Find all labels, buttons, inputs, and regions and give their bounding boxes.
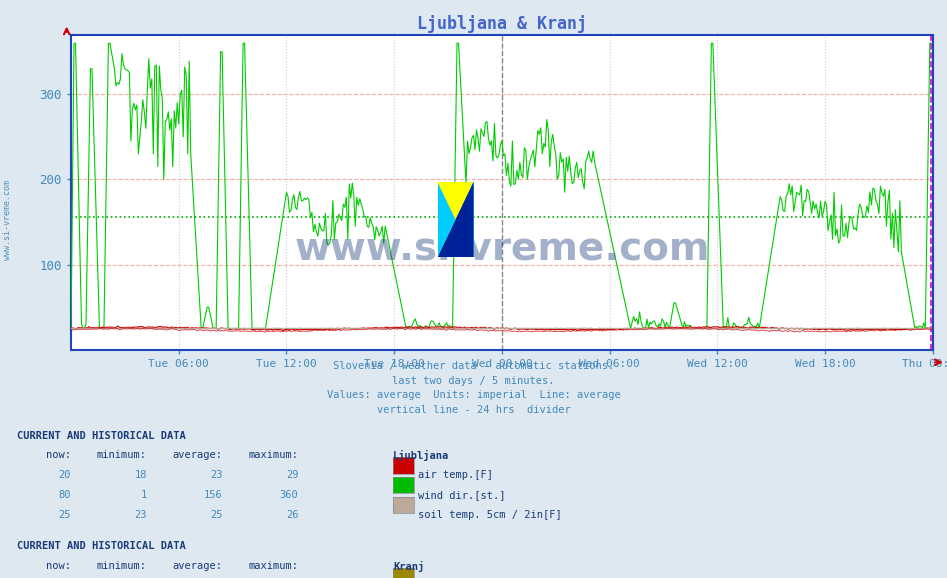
Text: 360: 360 bbox=[279, 490, 298, 500]
Text: 25: 25 bbox=[59, 510, 71, 520]
Text: Values: average  Units: imperial  Line: average: Values: average Units: imperial Line: av… bbox=[327, 390, 620, 400]
Text: 80: 80 bbox=[59, 490, 71, 500]
Polygon shape bbox=[438, 182, 474, 257]
Text: soil temp. 5cm / 2in[F]: soil temp. 5cm / 2in[F] bbox=[418, 510, 562, 520]
Text: minimum:: minimum: bbox=[97, 561, 147, 571]
Text: now:: now: bbox=[46, 450, 71, 461]
Text: 25: 25 bbox=[210, 510, 223, 520]
Text: last two days / 5 minutes.: last two days / 5 minutes. bbox=[392, 376, 555, 386]
Polygon shape bbox=[438, 182, 456, 257]
Text: Ljubljana: Ljubljana bbox=[393, 450, 449, 461]
Title: Ljubljana & Kranj: Ljubljana & Kranj bbox=[417, 15, 587, 33]
Text: 20: 20 bbox=[59, 470, 71, 480]
Text: Kranj: Kranj bbox=[393, 561, 424, 572]
Text: www.si-vreme.com: www.si-vreme.com bbox=[3, 180, 12, 260]
Text: 23: 23 bbox=[134, 510, 147, 520]
Text: maximum:: maximum: bbox=[248, 450, 298, 461]
Text: average:: average: bbox=[172, 561, 223, 571]
Text: 23: 23 bbox=[210, 470, 223, 480]
Text: minimum:: minimum: bbox=[97, 450, 147, 461]
Text: air temp.[F]: air temp.[F] bbox=[418, 470, 492, 480]
Text: www.si-vreme.com: www.si-vreme.com bbox=[295, 230, 709, 268]
Text: 156: 156 bbox=[204, 490, 223, 500]
Text: 1: 1 bbox=[140, 490, 147, 500]
Text: 26: 26 bbox=[286, 510, 298, 520]
Text: maximum:: maximum: bbox=[248, 561, 298, 571]
Text: 18: 18 bbox=[134, 470, 147, 480]
Text: CURRENT AND HISTORICAL DATA: CURRENT AND HISTORICAL DATA bbox=[17, 431, 186, 440]
Text: CURRENT AND HISTORICAL DATA: CURRENT AND HISTORICAL DATA bbox=[17, 541, 186, 551]
Text: average:: average: bbox=[172, 450, 223, 461]
Text: 29: 29 bbox=[286, 470, 298, 480]
Text: wind dir.[st.]: wind dir.[st.] bbox=[418, 490, 505, 500]
Text: vertical line - 24 hrs  divider: vertical line - 24 hrs divider bbox=[377, 405, 570, 414]
Text: Slovenia / weather data - automatic stations.: Slovenia / weather data - automatic stat… bbox=[333, 361, 614, 371]
Polygon shape bbox=[438, 182, 474, 257]
Text: now:: now: bbox=[46, 561, 71, 571]
